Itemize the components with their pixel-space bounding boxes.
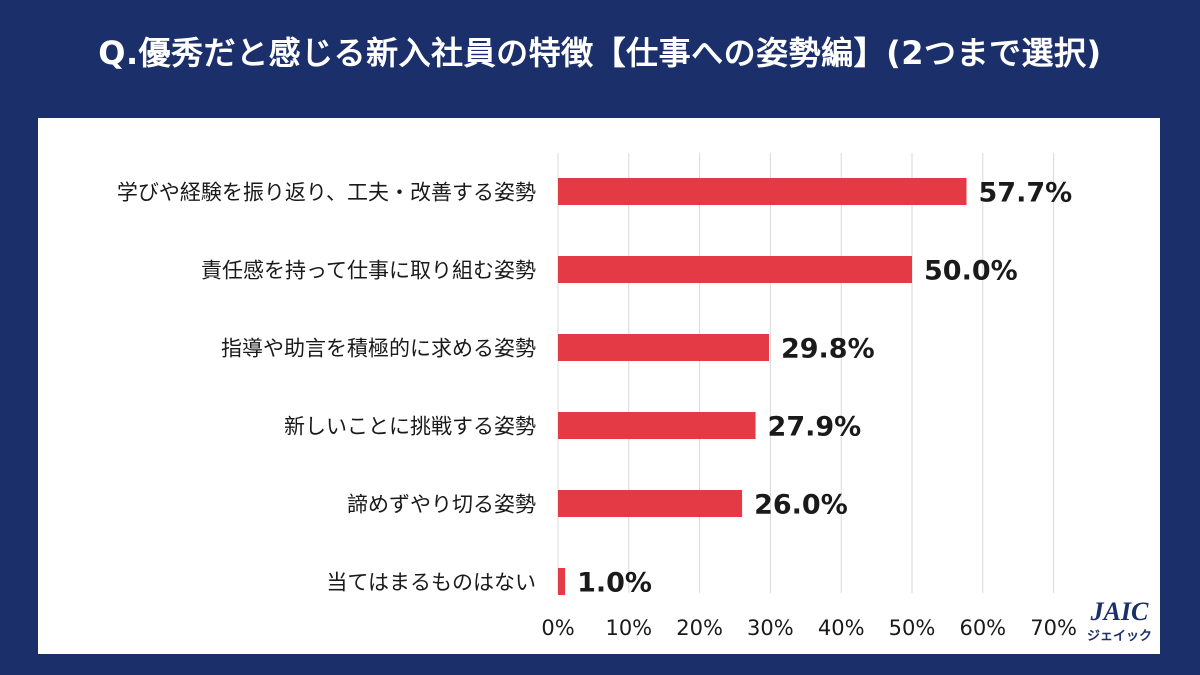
category-label: 当てはまるものはない [326, 571, 536, 595]
bar-chart: 0% 10% 20% 30% 40% 50% 60% 70% 学びや経験を振り返り、工夫・改善す… [117, 153, 1077, 640]
logo-mark: JAIC [1090, 597, 1149, 626]
chart-title: Q.優秀だと感じる新入社員の特徴【仕事への姿勢編】(2つまで選択) [98, 34, 1102, 72]
x-tick-label: 40% [818, 616, 865, 640]
x-tick-label: 70% [1030, 616, 1077, 640]
bar [558, 334, 769, 361]
data-label: 27.9% [768, 412, 862, 443]
category-label: 学びや経験を振り返り、工夫・改善する姿勢 [117, 181, 536, 205]
chart-panel: 0% 10% 20% 30% 40% 50% 60% 70% 学びや経験を振り返り、工夫・改善す… [38, 118, 1160, 654]
x-tick-label: 10% [605, 616, 652, 640]
data-label: 57.7% [979, 178, 1073, 209]
bar [558, 256, 912, 283]
bar [558, 412, 756, 439]
category-label: 指導や助言を積極的に求める姿勢 [221, 337, 536, 361]
data-label: 50.0% [924, 256, 1018, 287]
x-tick-label: 0% [541, 616, 574, 640]
x-tick-label: 30% [747, 616, 794, 640]
x-tick-label: 50% [889, 616, 936, 640]
data-label: 26.0% [754, 490, 848, 521]
category-label: 責任感を持って仕事に取り組む姿勢 [201, 259, 536, 283]
jaic-logo: JAIC ジェイック [1086, 597, 1152, 645]
category-label: 新しいことに挑戦する姿勢 [284, 415, 536, 439]
bar [558, 568, 566, 595]
category-label: 諦めずやり切る姿勢 [347, 493, 536, 517]
data-label: 1.0% [577, 568, 652, 599]
x-tick-label: 60% [959, 616, 1006, 640]
bar [558, 178, 967, 205]
data-label: 29.8% [781, 334, 875, 365]
logo-kana: ジェイック [1086, 629, 1152, 644]
x-tick-label: 20% [676, 616, 723, 640]
bar [558, 490, 743, 517]
